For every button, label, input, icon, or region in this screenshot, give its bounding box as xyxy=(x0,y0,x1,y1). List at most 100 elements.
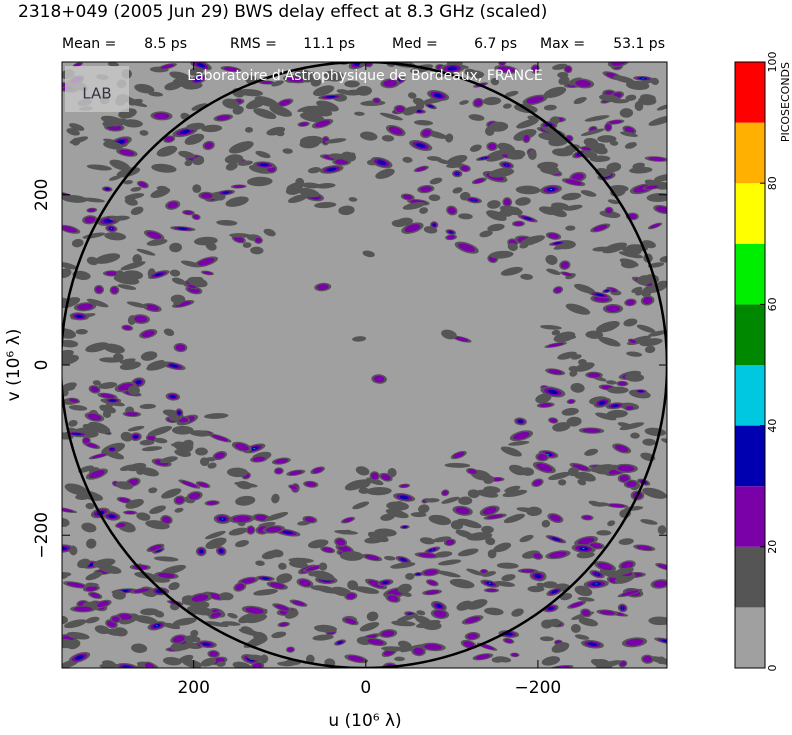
texture-blob xyxy=(573,471,584,479)
texture-blob xyxy=(596,573,598,575)
texture-blob xyxy=(85,502,95,510)
y-axis-label: v (10⁶ λ) xyxy=(4,329,24,402)
texture-blob xyxy=(463,641,475,648)
texture-blob xyxy=(147,435,155,441)
texture-blob xyxy=(92,380,102,386)
texture-blob xyxy=(238,89,264,97)
texture-blob xyxy=(62,354,79,366)
texture-blob xyxy=(178,150,195,159)
texture-blob xyxy=(169,269,181,277)
texture-blob xyxy=(624,142,637,149)
texture-blob xyxy=(62,546,68,551)
texture-blob xyxy=(424,498,440,503)
texture-blob xyxy=(532,65,539,73)
texture-blob xyxy=(584,115,610,122)
texture-blob xyxy=(347,655,365,662)
texture-blob xyxy=(426,156,442,161)
texture-blob xyxy=(146,231,162,239)
texture-blob xyxy=(66,631,90,640)
texture-blob xyxy=(441,496,460,504)
y-tick-label: 200 xyxy=(32,179,52,211)
texture-blob xyxy=(197,78,200,80)
texture-blob xyxy=(126,301,148,309)
texture-blob xyxy=(147,425,173,437)
texture-blob xyxy=(563,204,583,211)
texture-blob xyxy=(66,582,85,588)
texture-blob xyxy=(181,480,198,488)
texture-blob xyxy=(576,551,595,559)
texture-blob xyxy=(427,580,437,586)
texture-blob xyxy=(587,142,608,155)
texture-blob xyxy=(511,608,524,617)
texture-blob xyxy=(157,572,175,578)
texture-blob xyxy=(619,258,639,267)
texture-blob xyxy=(97,601,110,608)
texture-blob xyxy=(187,284,197,289)
texture-blob xyxy=(233,185,245,188)
texture-blob xyxy=(192,214,200,220)
texture-blob xyxy=(62,268,72,279)
texture-blob xyxy=(221,518,224,520)
texture-blob xyxy=(591,502,609,507)
texture-blob xyxy=(133,615,158,624)
texture-blob xyxy=(134,83,155,94)
texture-blob xyxy=(479,230,493,238)
texture-blob xyxy=(195,447,208,456)
texture-blob xyxy=(326,167,337,172)
texture-blob xyxy=(474,99,483,107)
texture-blob xyxy=(474,178,485,184)
texture-blob xyxy=(315,120,330,128)
texture-blob xyxy=(593,224,608,232)
texture-blob xyxy=(366,611,379,622)
texture-blob xyxy=(620,131,638,137)
texture-blob xyxy=(87,208,96,212)
texture-blob xyxy=(513,431,530,440)
texture-blob xyxy=(149,545,162,551)
texture-blob xyxy=(587,372,601,378)
texture-blob xyxy=(261,577,270,580)
texture-blob xyxy=(368,580,384,588)
texture-blob xyxy=(502,103,512,109)
texture-blob xyxy=(497,142,516,154)
texture-blob xyxy=(419,207,429,214)
texture-blob xyxy=(153,610,165,618)
texture-blob xyxy=(310,585,333,592)
texture-blob xyxy=(172,635,185,643)
stat-name: Mean = xyxy=(62,36,116,52)
texture-blob xyxy=(169,364,179,368)
texture-blob xyxy=(552,422,571,432)
colorbar-segment xyxy=(735,365,765,426)
texture-blob xyxy=(493,580,516,587)
texture-blob xyxy=(201,124,223,133)
texture-blob xyxy=(121,270,144,280)
texture-blob xyxy=(138,181,148,188)
texture-blob xyxy=(78,465,94,473)
colorbar-segment xyxy=(735,183,765,244)
texture-blob xyxy=(282,148,293,154)
texture-blob xyxy=(551,329,561,336)
colorbar-label: PICOSECONDS xyxy=(779,62,792,142)
texture-blob xyxy=(71,432,82,435)
texture-blob xyxy=(626,351,643,357)
texture-blob xyxy=(287,647,294,652)
texture-blob xyxy=(148,487,158,494)
texture-blob xyxy=(175,344,186,351)
texture-blob xyxy=(73,606,93,612)
texture-blob xyxy=(263,228,276,237)
texture-blob xyxy=(189,430,210,437)
colorbar-segment xyxy=(735,546,765,608)
texture-blob xyxy=(261,550,280,560)
texture-blob xyxy=(435,604,443,609)
texture-blob xyxy=(69,123,85,131)
texture-blob xyxy=(415,166,427,172)
texture-blob xyxy=(429,177,443,185)
texture-blob xyxy=(111,449,113,450)
texture-blob xyxy=(574,362,595,372)
texture-blob xyxy=(253,108,277,120)
texture-blob xyxy=(75,328,88,335)
texture-blob xyxy=(418,504,430,514)
texture-blob xyxy=(204,142,213,149)
texture-blob xyxy=(475,654,491,660)
texture-blob xyxy=(177,227,188,230)
texture-blob xyxy=(505,164,508,166)
